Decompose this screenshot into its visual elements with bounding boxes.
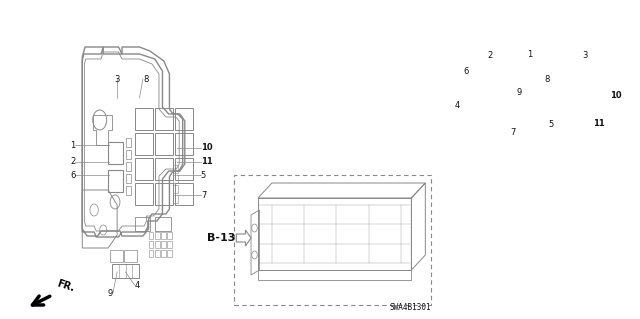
Text: 1: 1 xyxy=(527,50,532,59)
Text: 5: 5 xyxy=(201,170,206,180)
Text: 7: 7 xyxy=(510,128,515,137)
Text: 6: 6 xyxy=(70,170,76,180)
Text: 10: 10 xyxy=(610,91,621,100)
Text: 11: 11 xyxy=(593,118,604,128)
Text: 9: 9 xyxy=(517,88,522,97)
Text: 3: 3 xyxy=(115,75,120,84)
Text: 2: 2 xyxy=(488,50,493,60)
Bar xyxy=(234,175,431,305)
Text: 8: 8 xyxy=(545,75,550,84)
Text: 9: 9 xyxy=(108,288,113,298)
Text: 6: 6 xyxy=(463,68,468,77)
Text: 1: 1 xyxy=(70,140,76,150)
Text: 10: 10 xyxy=(201,144,212,152)
Text: 7: 7 xyxy=(201,190,206,199)
Text: 8: 8 xyxy=(143,75,148,84)
Text: FR.: FR. xyxy=(56,278,76,293)
Text: 11: 11 xyxy=(201,158,212,167)
Text: 2: 2 xyxy=(70,158,76,167)
Text: SWA4B1301: SWA4B1301 xyxy=(389,303,431,312)
Text: 4: 4 xyxy=(134,280,140,290)
Text: 3: 3 xyxy=(582,50,588,60)
Text: 4: 4 xyxy=(455,100,460,109)
Text: B-13: B-13 xyxy=(207,233,236,243)
Text: 5: 5 xyxy=(548,120,554,129)
